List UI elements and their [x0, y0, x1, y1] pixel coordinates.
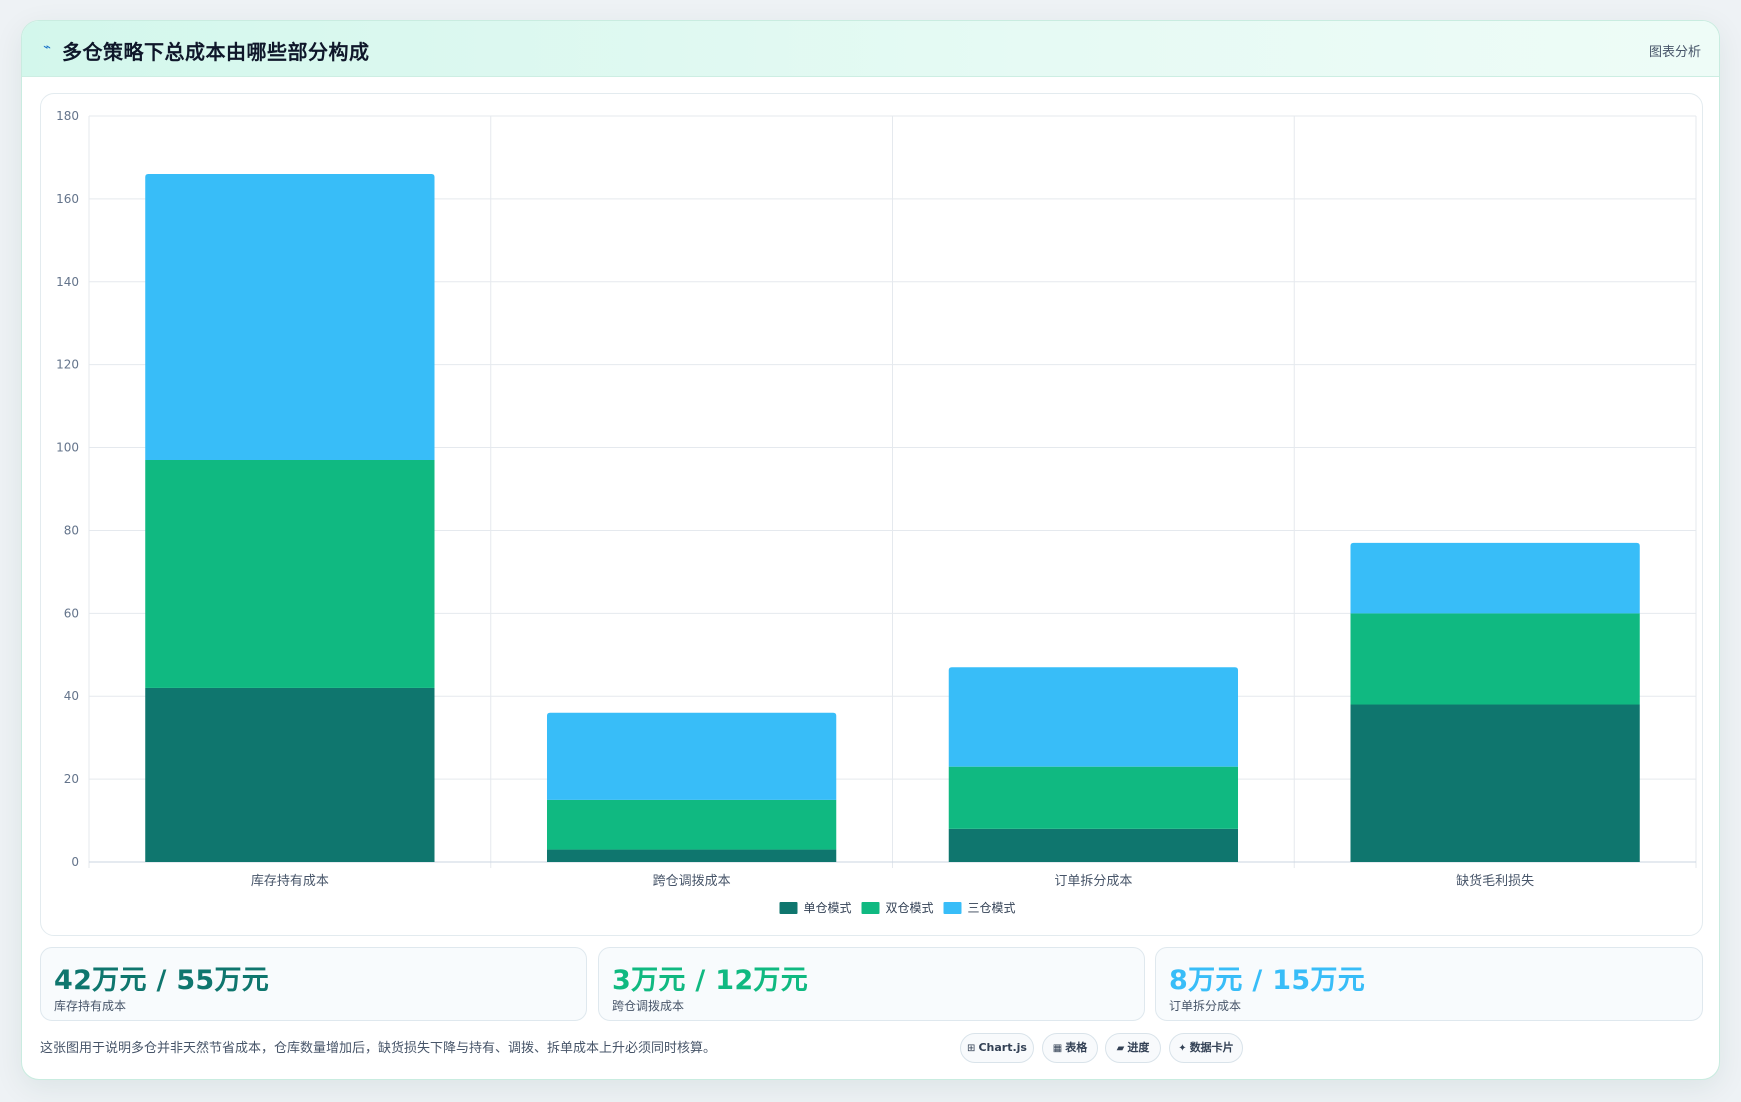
stat-card-transfer: 3万元 / 12万元 跨仓调拨成本 [598, 947, 1145, 1021]
stat-label: 跨仓调拨成本 [612, 999, 685, 1013]
stat-value: 42万元 / 55万元 [54, 965, 270, 996]
bar-segment [1350, 704, 1640, 862]
y-tick-label: 140 [56, 275, 79, 289]
table-icon: ▦ [1052, 1043, 1063, 1054]
chart-icon: ⊞ [967, 1043, 976, 1054]
bar-segment [145, 174, 435, 460]
chip-label: 表格 [1065, 1041, 1088, 1054]
chip-table[interactable]: ▦ 表格 [1042, 1033, 1098, 1063]
y-tick-label: 60 [64, 606, 79, 620]
y-tick-label: 0 [71, 855, 79, 869]
stat-card-split: 8万元 / 15万元 订单拆分成本 [1155, 947, 1703, 1021]
progress-icon: ▰ [1116, 1043, 1125, 1054]
stat-card-holding: 42万元 / 55万元 库存持有成本 [40, 947, 587, 1021]
bar-segment [546, 849, 837, 862]
chip-label: 进度 [1127, 1041, 1150, 1054]
chip-label: 数据卡片 [1189, 1041, 1234, 1054]
legend-swatch [861, 902, 880, 914]
bar-segment [145, 687, 435, 862]
x-tick-label: 库存持有成本 [251, 873, 329, 889]
chip-label: Chart.js [978, 1041, 1027, 1054]
card-title: 多仓策略下总成本由哪些部分构成 [62, 40, 370, 64]
x-tick-label: 缺货毛利损失 [1456, 873, 1534, 889]
legend-swatch [779, 902, 798, 914]
x-tick-label: 订单拆分成本 [1054, 874, 1132, 889]
bar-segment [145, 459, 435, 688]
chip-data-card[interactable]: ✦ 数据卡片 [1169, 1033, 1243, 1063]
legend-label: 三仓模式 [968, 901, 1016, 915]
card-header: ⌁ 多仓策略下总成本由哪些部分构成 图表分析 [22, 21, 1719, 77]
bar-segment [1350, 613, 1640, 705]
chip-progress[interactable]: ▰ 进度 [1105, 1033, 1161, 1063]
trend-icon: ⌁ [43, 40, 51, 55]
y-tick-label: 20 [64, 772, 79, 786]
stat-label: 订单拆分成本 [1169, 999, 1242, 1013]
legend-label: 单仓模式 [804, 901, 852, 915]
bar-segment [948, 828, 1239, 862]
stats-row: 42万元 / 55万元 库存持有成本 3万元 / 12万元 跨仓调拨成本 8万元… [40, 947, 1703, 1021]
stat-value: 3万元 / 12万元 [612, 965, 809, 996]
legend-label: 双仓模式 [886, 901, 934, 915]
y-tick-label: 80 [64, 523, 79, 537]
card-meta-label: 图表分析 [1648, 45, 1701, 60]
sparkle-icon: ✦ [1178, 1043, 1187, 1054]
bar-segment [948, 667, 1239, 767]
y-tick-label: 180 [56, 109, 79, 123]
y-tick-label: 100 [56, 441, 79, 455]
stat-label: 库存持有成本 [54, 999, 127, 1013]
y-tick-label: 160 [56, 192, 79, 206]
chart-card: ⌁ 多仓策略下总成本由哪些部分构成 图表分析 0 20 40 60 80 100 120 14… [21, 20, 1720, 1080]
y-tick-label: 40 [64, 689, 79, 703]
stat-value: 8万元 / 15万元 [1169, 965, 1366, 996]
x-tick-label: 跨仓调拨成本 [653, 874, 731, 889]
footer-note: 这张图用于说明多仓并非天然节省成本，仓库数量增加后，缺货损失下降与持有、调拨、拆… [40, 1041, 717, 1056]
chip-chartjs[interactable]: ⊞ Chart.js [960, 1033, 1034, 1063]
bar-segment [1350, 542, 1640, 614]
bar-segment [546, 712, 837, 800]
bar-segment [948, 766, 1239, 829]
stacked-bar-chart: 0 20 40 60 80 100 120 140 160 180 库存持有成本 跨仓调拨成本 订单拆分… [56, 109, 1697, 915]
chart-panel: 0 20 40 60 80 100 120 140 160 180 库存持有成本 跨仓调拨成本 订单拆分… [40, 93, 1703, 936]
bar-segment [546, 799, 837, 850]
y-tick-label: 120 [56, 358, 79, 372]
legend-swatch [943, 902, 962, 914]
